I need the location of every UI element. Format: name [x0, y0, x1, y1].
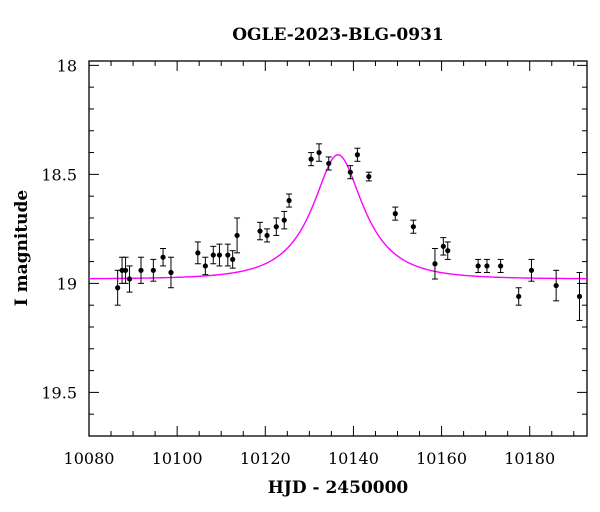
data-point: [347, 165, 354, 180]
data-point: [410, 219, 417, 234]
data-point: [553, 269, 560, 302]
axis-ticks: [88, 61, 587, 437]
data-point: [576, 271, 583, 321]
data-point-marker: [286, 197, 292, 204]
data-point-marker: [498, 263, 504, 269]
data-point: [316, 143, 323, 162]
data-point-marker: [516, 293, 522, 300]
y-tick-label: 18.5: [41, 165, 77, 184]
data-point: [475, 258, 482, 273]
data-point: [224, 243, 231, 267]
data-point: [122, 256, 129, 284]
data-point: [210, 245, 217, 265]
x-tick-label: 10080: [64, 449, 115, 468]
data-point-marker: [366, 173, 372, 180]
data-point: [126, 265, 133, 293]
data-point: [160, 248, 167, 267]
data-point-marker: [115, 285, 121, 291]
data-point: [234, 217, 241, 254]
data-point-marker: [445, 248, 451, 254]
plot-frame: [88, 60, 588, 437]
data-point-marker: [281, 217, 287, 223]
data-point-marker: [160, 254, 166, 260]
data-point: [515, 287, 522, 306]
data-point: [528, 258, 535, 282]
data-point: [216, 243, 223, 267]
data-point: [440, 237, 447, 256]
y-tick-label: 18: [57, 56, 77, 75]
data-point-marker: [225, 252, 231, 258]
data-point: [114, 269, 121, 306]
data-point: [354, 147, 361, 162]
y-tick-label: 19.5: [41, 383, 77, 402]
data-point: [286, 193, 293, 208]
data-point-marker: [392, 211, 398, 217]
data-point-marker: [230, 256, 236, 263]
data-point-marker: [326, 160, 332, 167]
data-point-marker: [316, 149, 322, 156]
data-point-marker: [195, 250, 201, 256]
data-point-marker: [122, 267, 129, 273]
data-point: [150, 258, 157, 282]
data-point-marker: [138, 267, 144, 273]
data-point: [444, 241, 451, 260]
data-point-marker: [440, 243, 446, 249]
data-point: [264, 228, 271, 243]
x-tick-label: 10180: [504, 449, 555, 468]
chart-title: OGLE-2023-BLG-0931: [232, 25, 444, 45]
data-point-marker: [484, 263, 490, 269]
data-point: [229, 250, 236, 269]
data-point-marker: [210, 252, 216, 258]
data-point-marker: [216, 252, 223, 258]
axis-tick-labels: 10080 10100 10120 10140 10160 10180 18 18.5 19 19…: [41, 56, 555, 468]
data-point-marker: [432, 261, 438, 267]
data-point-marker: [168, 269, 174, 276]
x-tick-label: 10100: [152, 449, 203, 468]
data-point: [308, 152, 315, 167]
data-point: [273, 217, 280, 236]
data-point-marker: [354, 152, 360, 158]
data-point-marker: [257, 228, 263, 234]
data-point-marker: [150, 267, 156, 273]
data-point: [256, 221, 263, 241]
x-tick-label: 10160: [416, 449, 467, 468]
data-point-marker: [202, 263, 208, 269]
x-axis-label: HJD - 2450000: [268, 478, 409, 498]
data-point-marker: [347, 169, 353, 175]
data-point: [194, 241, 201, 265]
data-points-layer: [114, 143, 583, 321]
y-tick-label: 19: [57, 274, 77, 293]
data-point: [138, 256, 145, 284]
data-point: [365, 171, 372, 182]
data-point-marker: [528, 267, 535, 273]
y-axis-label: I magnitude: [12, 190, 32, 307]
x-tick-label: 10140: [328, 449, 379, 468]
model-curve: [88, 154, 588, 280]
data-point-marker: [410, 224, 416, 230]
data-point-marker: [126, 276, 133, 282]
x-tick-label: 10120: [240, 449, 291, 468]
data-point-marker: [553, 282, 559, 289]
data-point: [281, 210, 288, 230]
data-point-marker: [475, 263, 481, 269]
data-point: [431, 248, 438, 280]
data-point: [167, 256, 174, 289]
model-curve-layer: [88, 154, 588, 280]
data-point: [392, 206, 399, 221]
data-point-marker: [308, 156, 314, 162]
data-point: [325, 156, 332, 171]
data-point: [497, 258, 504, 273]
data-point-marker: [234, 232, 240, 239]
data-point: [483, 258, 490, 273]
data-point-marker: [264, 232, 270, 239]
data-point-marker: [273, 224, 279, 230]
data-point: [202, 256, 209, 276]
data-point-marker: [576, 293, 583, 300]
